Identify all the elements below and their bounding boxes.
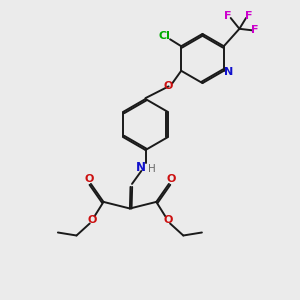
Text: O: O bbox=[84, 173, 94, 184]
Text: Cl: Cl bbox=[159, 31, 171, 41]
Text: O: O bbox=[87, 215, 97, 225]
Text: F: F bbox=[245, 11, 252, 21]
Text: N: N bbox=[136, 161, 146, 174]
Text: O: O bbox=[164, 81, 173, 92]
Text: O: O bbox=[166, 173, 175, 184]
Text: F: F bbox=[251, 25, 259, 35]
Text: N: N bbox=[224, 67, 233, 77]
Text: O: O bbox=[163, 215, 172, 225]
Text: H: H bbox=[148, 164, 156, 174]
Text: F: F bbox=[224, 11, 232, 21]
